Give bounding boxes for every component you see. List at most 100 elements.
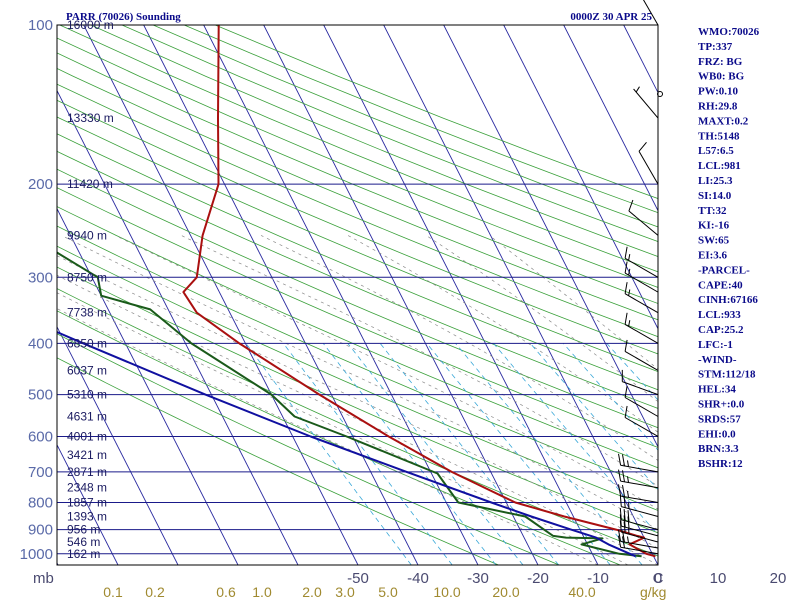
isotherm-line — [143, 25, 419, 565]
temperature-tick-label: -10 — [587, 570, 609, 587]
wind-barb-flag — [638, 141, 647, 152]
index-item: LI:25.3 — [698, 175, 733, 187]
wind-barb-flag — [618, 469, 622, 482]
height-label: 4001 m — [67, 429, 107, 443]
wind-barb-flag — [624, 339, 628, 352]
sounding-profiles — [57, 25, 656, 558]
height-label: 956 m — [67, 523, 100, 537]
dry-adiabat-line — [59, 25, 658, 273]
mixing-ratio-line — [347, 343, 524, 565]
index-item: STM:112/18 — [698, 369, 756, 381]
wind-barb-flag — [624, 261, 628, 274]
temperature-tick-label: 0 — [654, 570, 662, 587]
wind-barb-flag — [619, 520, 622, 533]
isotherm-line — [57, 443, 119, 565]
wind-barb-flag — [628, 199, 634, 212]
dry-adiabat-line — [57, 133, 658, 391]
moist-adiabat-line — [489, 235, 658, 370]
height-label: 11420 m — [67, 177, 113, 191]
index-item: WB0: BG — [698, 71, 745, 83]
height-label: 5310 m — [67, 388, 107, 402]
dry-adiabat-line — [57, 83, 658, 338]
mixing-ratio-line — [245, 343, 412, 565]
wind-barb-flag — [618, 453, 622, 466]
index-item: L57:6.5 — [698, 145, 734, 157]
wind-barb-half-flag — [628, 289, 631, 296]
mixing-ratio-line — [606, 343, 658, 401]
wind-barb — [619, 508, 659, 531]
mixing-ratio-tick-label: 1.0 — [252, 584, 272, 600]
pressure-tick-label: 600 — [28, 428, 53, 445]
wind-barb-flag — [618, 529, 622, 542]
index-item: -WIND- — [698, 354, 737, 366]
mixing-ratio-tick-label: 2.0 — [302, 584, 322, 600]
wind-barb-half-flag — [628, 254, 631, 261]
dry-adiabat-line — [57, 99, 658, 355]
index-item: SI:14.0 — [698, 190, 732, 202]
wind-barb-shaft — [620, 480, 659, 489]
wind-barb-half-flag — [628, 320, 631, 327]
isotherm-line — [263, 25, 539, 565]
dry-adiabat-line — [57, 206, 658, 469]
wind-barb-half-flag — [627, 491, 629, 498]
pressure-tick-label: 900 — [28, 522, 53, 539]
plot-area — [57, 25, 658, 565]
mixing-ratio-line — [379, 343, 560, 565]
height-label: 1393 m — [67, 509, 107, 523]
dry-adiabat-line — [57, 116, 658, 373]
wind-barb — [638, 141, 659, 185]
isotherm-line — [57, 89, 299, 565]
height-label: 6037 m — [67, 363, 107, 377]
height-label: 13330 m — [67, 111, 114, 125]
wind-barb-flag — [622, 470, 625, 482]
height-label: 3421 m — [67, 448, 107, 462]
plot-frame — [56, 24, 659, 566]
wind-barb — [624, 385, 659, 417]
wind-barb — [618, 484, 659, 504]
wind-barb-shaft — [621, 525, 659, 537]
wind-barb — [624, 261, 659, 293]
wind-barb-flag — [624, 312, 628, 325]
wind-barb-flag — [623, 515, 626, 528]
parcel-profile-line — [57, 330, 637, 558]
dry-adiabat-line — [90, 25, 658, 257]
wind-barb-shaft — [622, 381, 659, 396]
index-item: CAP:25.2 — [698, 324, 744, 336]
wind-barb-flag — [627, 516, 630, 529]
height-label: 1857 m — [67, 496, 107, 510]
pressure-tick-label: 200 — [28, 176, 53, 193]
wind-barb-half-flag — [635, 86, 640, 93]
wind-barb-flag — [619, 514, 622, 527]
wind-barb-shaft — [624, 323, 659, 344]
index-item: EHI:0.0 — [698, 428, 736, 440]
isotherm-line — [83, 25, 359, 565]
dewpoint-profile-line — [57, 251, 642, 558]
wind-barb-flag — [624, 246, 628, 259]
mixing-ratio-tick-label: 0.2 — [145, 584, 165, 600]
wind-barb-shaft — [620, 495, 659, 504]
mixing-ratio-line — [455, 343, 643, 565]
wind-barb-half-flag — [627, 476, 629, 483]
pressure-tick-label: 400 — [28, 335, 53, 352]
index-item: KI:-16 — [698, 220, 730, 232]
wind-barb — [621, 369, 659, 396]
wind-barb-shaft — [633, 88, 659, 119]
isotherm-line — [563, 25, 658, 212]
isotherm-line — [383, 25, 658, 565]
index-item: LCL:981 — [698, 160, 741, 172]
temperature-profile-line — [182, 25, 656, 558]
temperature-tick-label: -20 — [527, 570, 549, 587]
wind-barb — [624, 339, 659, 371]
temperature-tick-label: -40 — [407, 570, 429, 587]
pressure-tick-label: 1000 — [20, 546, 53, 563]
wind-barb-flag — [624, 282, 628, 294]
index-item: FRZ: BG — [698, 56, 743, 68]
index-item: LFC:-1 — [698, 339, 733, 351]
index-item: PW:0.10 — [698, 86, 739, 98]
moist-adiabat-line — [181, 235, 658, 487]
wind-barb — [624, 282, 659, 314]
wind-barb-shaft — [624, 272, 659, 293]
wind-barb — [624, 312, 659, 344]
wind-barb-shaft — [624, 257, 659, 278]
wind-barb — [624, 246, 659, 278]
